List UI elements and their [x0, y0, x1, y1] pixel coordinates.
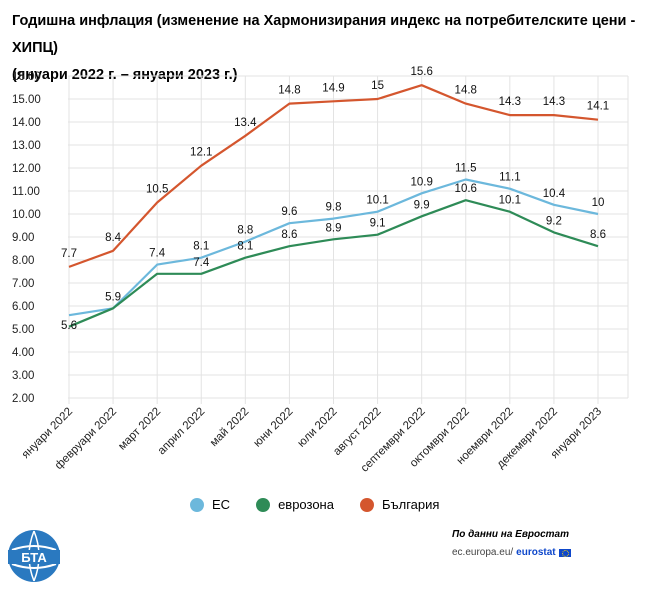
y-tick-label: 10.00	[12, 209, 41, 221]
title-line-1: Годишна инфлация (изменение на Хармонизи…	[12, 13, 636, 56]
y-tick-label: 14.00	[12, 117, 41, 129]
data-label-eu: 10.4	[543, 188, 566, 200]
x-tick-label: юли 2022	[296, 406, 340, 450]
data-label-eu: 5.9	[105, 291, 121, 303]
data-label-eu: 8.8	[237, 225, 253, 237]
data-label-eu: 8.1	[193, 241, 209, 253]
data-label-bulgaria: 14.8	[278, 85, 300, 97]
x-tick-label: юни 2022	[252, 406, 296, 450]
source-link[interactable]: ec.europa.eu/eurostat	[452, 547, 571, 558]
data-label-eurozone: 8.1	[237, 241, 253, 253]
y-tick-label: 9.00	[12, 232, 34, 244]
x-tick-label: март 2022	[116, 406, 163, 453]
eu-flag-icon	[558, 548, 571, 557]
data-label-eu: 11.1	[499, 172, 521, 184]
legend-item-eu[interactable]: ЕС	[190, 497, 230, 512]
data-label-bulgaria: 14.1	[587, 101, 609, 113]
legend-item-bulgaria[interactable]: България	[359, 497, 440, 512]
series-line-eurozone	[68, 199, 599, 328]
source-url-prefix: ec.europa.eu/	[452, 547, 514, 558]
data-label-eu: 10	[592, 197, 605, 209]
legend-marker-bulgaria	[359, 497, 374, 512]
x-tick-label: май 2022	[208, 406, 251, 449]
data-label-eu: 10.9	[410, 176, 432, 188]
legend-label-bulgaria: България	[381, 497, 440, 512]
y-tick-label: 15.00	[12, 94, 41, 106]
data-label-bulgaria: 14.3	[543, 96, 565, 108]
series-line-bulgaria	[68, 84, 599, 268]
series-line-eu	[68, 178, 599, 317]
y-tick-label: 5.00	[12, 324, 34, 336]
y-tick-label: 2.00	[12, 393, 34, 405]
legend-label-eurozone: еврозона	[278, 497, 334, 512]
data-label-eurozone: 9.9	[414, 199, 430, 211]
data-label-eurozone: 10.1	[499, 195, 521, 207]
data-label-eu: 5.6	[61, 320, 77, 332]
y-tick-label: 11.00	[12, 186, 40, 198]
y-tick-label: 6.00	[12, 301, 34, 313]
data-label-bulgaria: 10.5	[146, 184, 168, 196]
y-tick-label: 4.00	[12, 347, 34, 359]
y-tick-label: 13.00	[12, 140, 41, 152]
data-label-eurozone: 7.4	[193, 257, 210, 269]
inflation-line-chart: 2.00 3.00 4.00 5.00 6.00 7.00 8.00 9.00 10.00 11.…	[12, 66, 629, 475]
bta-logo-icon: БТА	[8, 530, 60, 582]
data-label-eu: 9.6	[281, 206, 297, 218]
legend-marker-eurozone	[256, 497, 271, 512]
data-label-eu: 10.1	[366, 195, 388, 207]
title-line-2: (януари 2022 г. – януари 2023 г.)	[12, 67, 238, 83]
data-label-eu: 9.8	[326, 202, 342, 214]
y-tick-label: 16.00	[12, 71, 41, 83]
chart-legend: ЕС еврозона България	[190, 497, 439, 512]
x-tick-label: април 2022	[156, 406, 208, 458]
data-label-eurozone: 8.6	[590, 229, 606, 241]
legend-marker-eu	[190, 497, 204, 512]
data-label-eurozone: 8.6	[281, 229, 297, 241]
legend-label-eu: ЕС	[212, 497, 231, 512]
data-label-bulgaria: 12.1	[190, 147, 212, 159]
data-label-bulgaria: 7.7	[61, 248, 77, 260]
data-label-bulgaria: 14.3	[499, 96, 521, 108]
data-label-bulgaria: 8.4	[105, 232, 122, 244]
data-label-eu: 11.5	[455, 163, 477, 175]
data-label-eurozone: 9.2	[546, 215, 562, 227]
data-label-bulgaria: 14.9	[322, 82, 344, 94]
legend-item-eurozone[interactable]: еврозона	[256, 497, 334, 512]
chart-title: Годишна инфлация (изменение на Хармонизи…	[12, 8, 642, 89]
y-tick-label: 12.00	[12, 163, 41, 175]
data-label-eurozone: 9.1	[370, 218, 386, 230]
logo-text: БТА	[21, 550, 47, 565]
source-note: По данни на Евростат	[452, 529, 570, 540]
source-url-brand: eurostat	[516, 547, 556, 558]
y-tick-label: 8.00	[12, 255, 34, 267]
y-tick-label: 7.00	[12, 278, 34, 290]
data-label-eurozone: 8.9	[326, 222, 342, 234]
data-label-eurozone: 10.6	[455, 183, 477, 195]
data-label-eu: 7.4	[149, 248, 166, 260]
data-label-bulgaria: 14.8	[455, 85, 477, 97]
data-label-bulgaria: 15	[371, 80, 384, 92]
y-tick-label: 3.00	[12, 370, 34, 382]
data-label-bulgaria: 15.6	[410, 66, 432, 78]
data-label-bulgaria: 13.4	[234, 117, 257, 129]
